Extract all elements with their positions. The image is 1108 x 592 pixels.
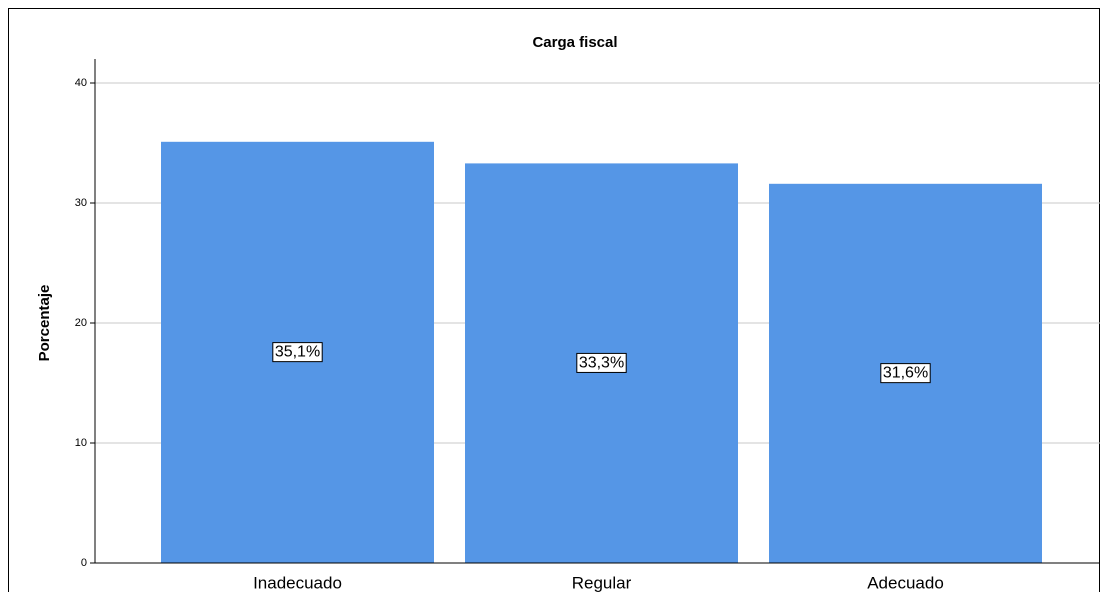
value-label-box [576, 352, 627, 373]
value-label: 35,1% [275, 344, 320, 361]
y-axis-title: Porcentaje [36, 285, 53, 362]
y-tick-label: 30 [75, 197, 87, 209]
y-tick-label: 0 [81, 557, 87, 569]
frame [8, 8, 1100, 592]
value-label: 33,3% [579, 354, 624, 371]
chart-title: Carga fiscal [532, 34, 617, 51]
value-label-box [272, 342, 323, 363]
y-tick-label: 20 [75, 317, 87, 329]
x-tick-label: Adecuado [867, 573, 944, 592]
x-tick-label: Inadecuado [253, 573, 342, 592]
x-tick-label: Regular [572, 573, 632, 592]
y-tick-label: 10 [75, 437, 87, 449]
y-tick-label: 40 [75, 77, 87, 89]
value-label-box [880, 363, 931, 384]
value-label: 31,6% [883, 365, 928, 382]
